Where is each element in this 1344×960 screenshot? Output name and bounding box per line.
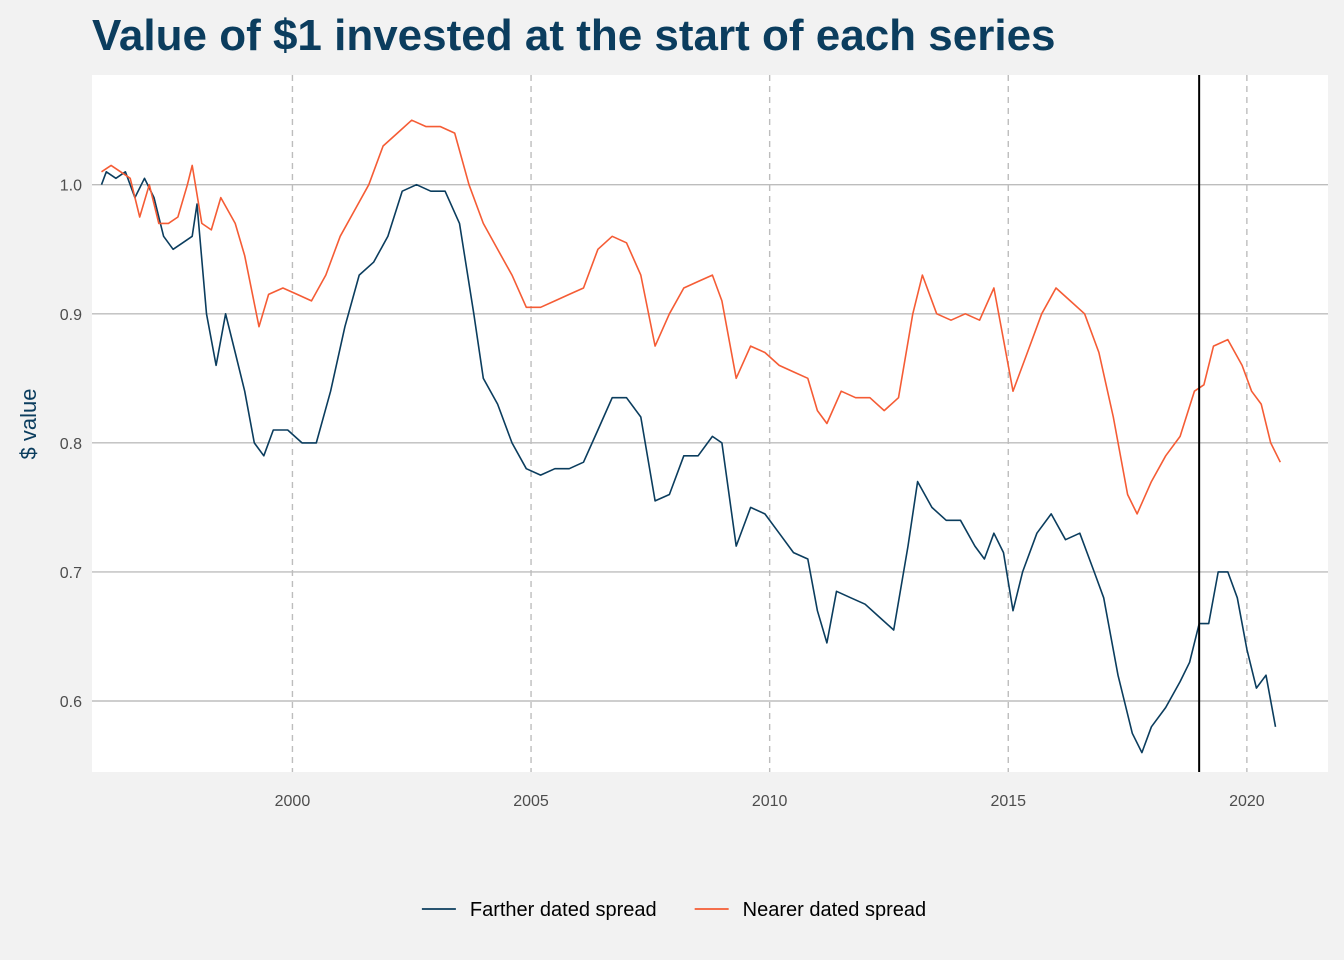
x-tick-label: 2000 — [275, 793, 311, 810]
y-tick-label: 0.8 — [60, 436, 82, 453]
y-axis-label: $ value — [16, 389, 41, 460]
legend: Farther dated spread Nearer dated spread — [421, 899, 926, 921]
y-tick-label: 0.9 — [60, 307, 82, 324]
x-tick-label: 2015 — [990, 793, 1026, 810]
y-tick-label: 1.0 — [60, 178, 82, 195]
chart-title: Value of $1 invested at the start of eac… — [92, 11, 1056, 60]
series-line-farther-dated-spread — [100, 171, 1277, 754]
x-tick-label: 2005 — [513, 793, 549, 810]
plot-panel — [92, 75, 1328, 772]
y-gridlines — [92, 184, 1328, 702]
legend-label: Farther dated spread — [470, 899, 657, 921]
series-layer — [100, 119, 1282, 754]
x-tick-label: 2020 — [1229, 793, 1265, 810]
x-tick-labels: 2000 2005 2010 2015 2020 — [275, 793, 1265, 810]
x-tick-label: 2010 — [752, 793, 788, 810]
legend-label: Nearer dated spread — [743, 899, 926, 921]
y-tick-labels: 0.6 0.7 0.8 0.9 1.0 — [60, 178, 82, 711]
y-tick-label: 0.7 — [60, 565, 82, 582]
series-line-nearer-dated-spread — [101, 119, 1282, 515]
y-tick-label: 0.6 — [60, 694, 82, 711]
